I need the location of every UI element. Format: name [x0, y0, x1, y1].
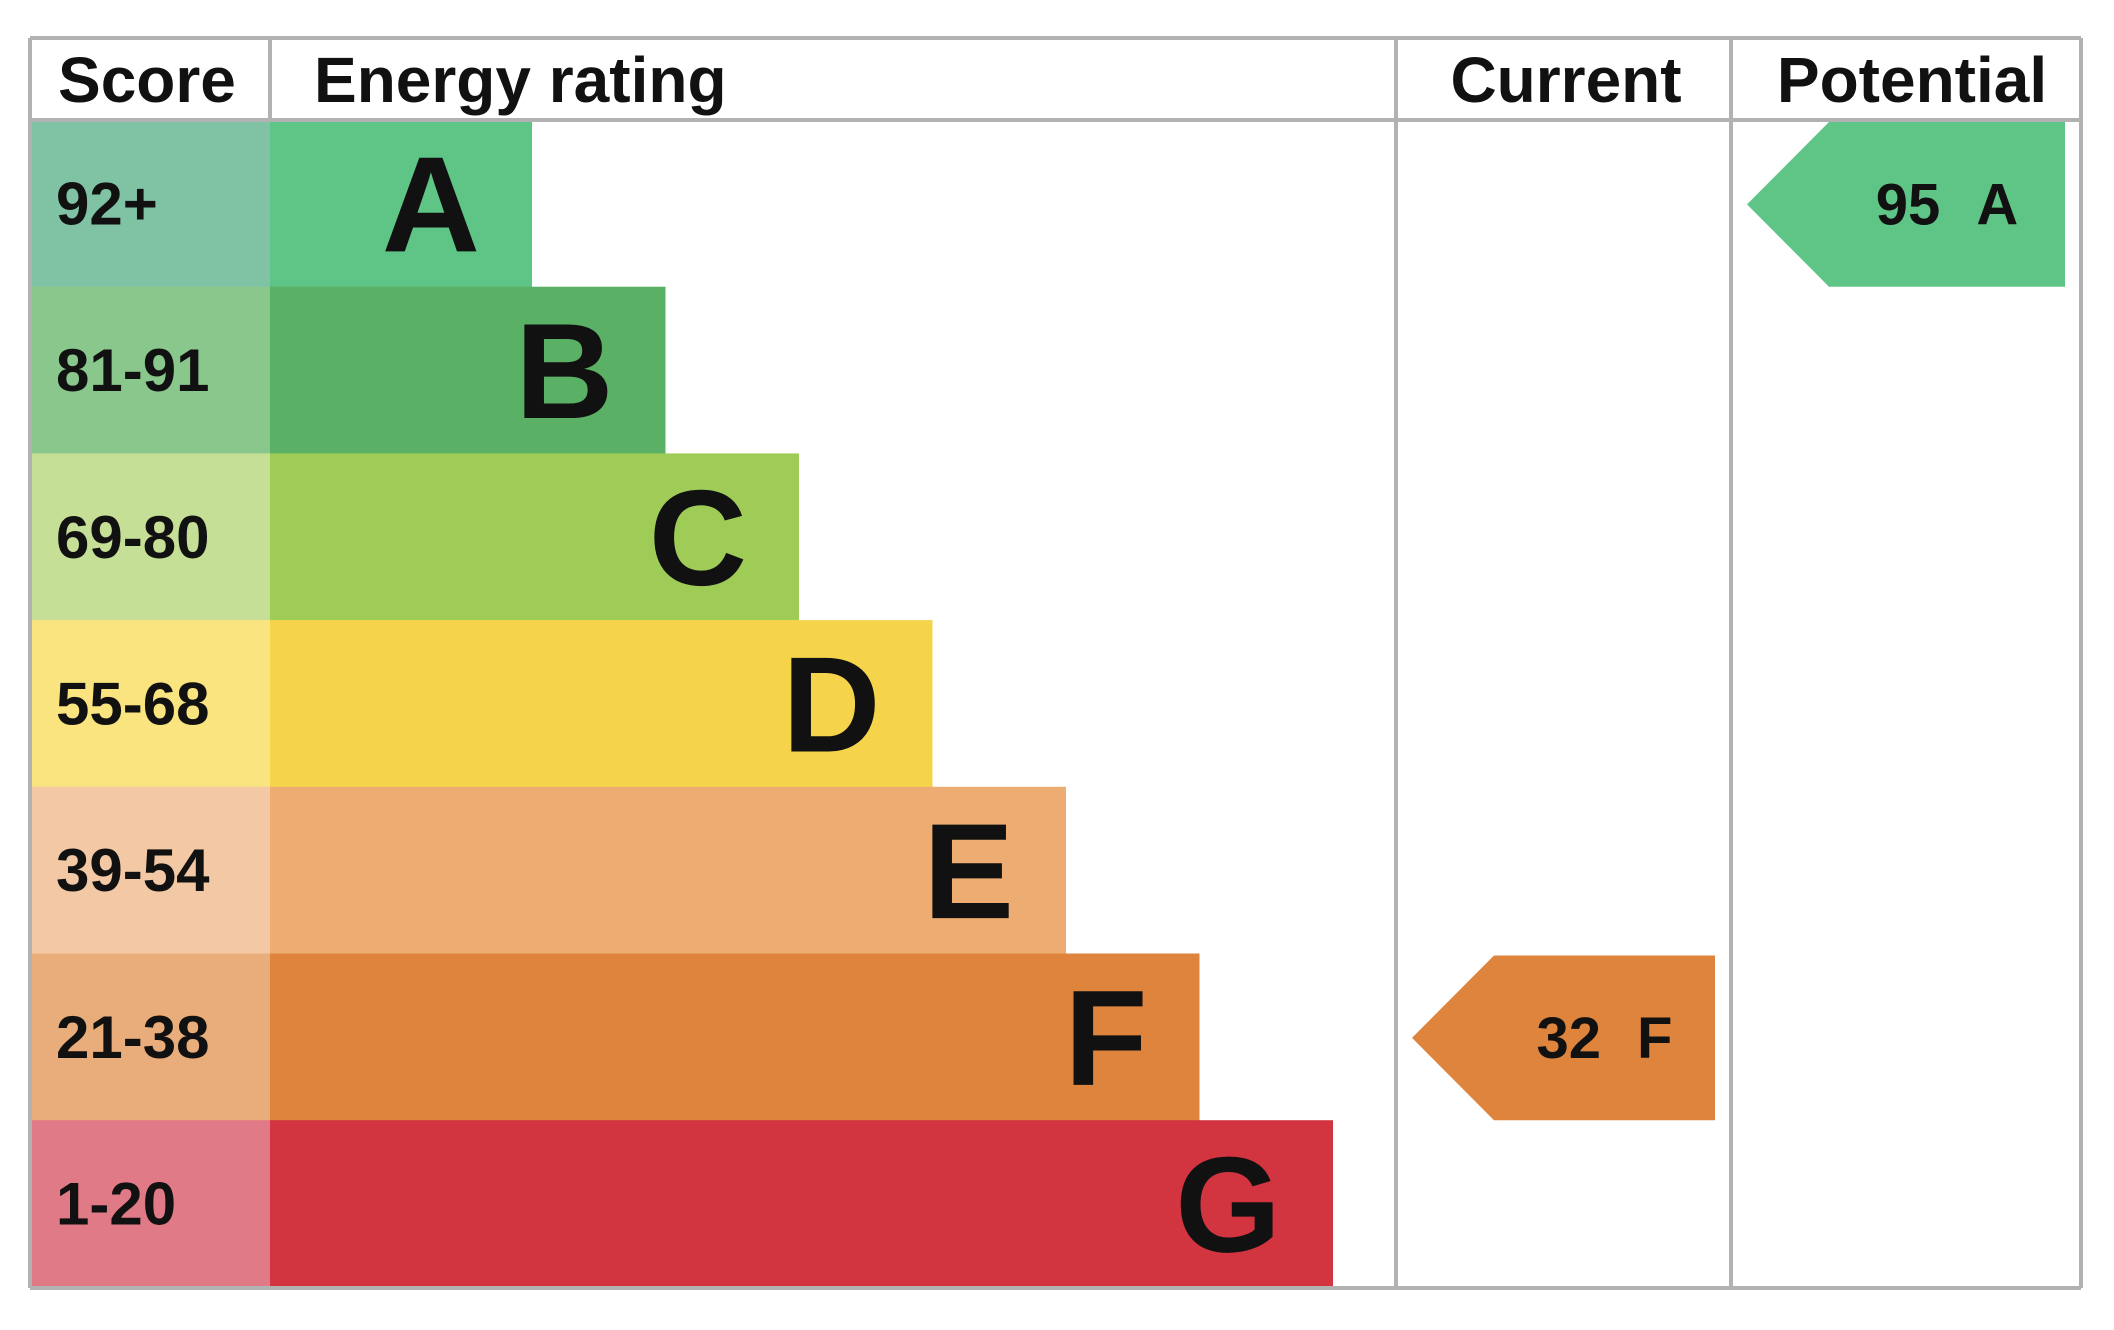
score-label-b: 81-91	[56, 337, 209, 404]
header-current: Current	[1450, 44, 1681, 116]
band-row-e: 39-54 E	[30, 786, 1066, 954]
score-cell-g	[30, 1120, 270, 1288]
score-cell-c	[30, 453, 270, 621]
score-cell-a	[30, 120, 270, 288]
band-letter-c: C	[649, 462, 747, 614]
band-bar-b	[270, 286, 666, 454]
band-row-g: 1-20 G	[30, 1120, 1333, 1288]
score-label-g: 1-20	[56, 1171, 176, 1238]
band-row-b: 81-91 B	[30, 286, 666, 454]
band-row-f: 21-38 F	[30, 953, 1200, 1121]
current-arrow-rating: F	[1637, 1006, 1672, 1071]
potential-arrow: 95 A	[1747, 122, 2065, 287]
current-arrow-value: 32	[1537, 1006, 1602, 1071]
header-potential: Potential	[1777, 44, 2047, 116]
header-energy-rating: Energy rating	[314, 44, 727, 116]
current-arrow-shape	[1412, 955, 1715, 1121]
band-letter-a: A	[382, 128, 480, 280]
band-bar-g	[270, 1120, 1333, 1288]
score-cell-e	[30, 786, 270, 954]
score-label-f: 21-38	[56, 1004, 209, 1071]
bands: 92+ A 81-91 B 69-80 C 55-68 D 39-54 E 21-38 F 1-20 G	[30, 120, 1333, 1288]
potential-arrow-value: 95	[1876, 172, 1941, 237]
score-cell-b	[30, 286, 270, 454]
band-bar-e	[270, 786, 1066, 954]
score-cell-d	[30, 620, 270, 788]
band-bar-a	[270, 120, 532, 288]
current-arrow-label: 32 F	[1537, 1006, 1673, 1071]
score-cell-f	[30, 953, 270, 1121]
band-row-c: 69-80 C	[30, 453, 799, 621]
potential-arrow-rating: A	[1976, 172, 2018, 237]
score-label-c: 69-80	[56, 504, 209, 571]
band-bar-c	[270, 453, 799, 621]
header-score: Score	[58, 44, 236, 116]
potential-arrow-shape	[1747, 122, 2065, 287]
grid-lines	[28, 36, 2083, 1290]
band-letter-g: G	[1175, 1129, 1281, 1281]
band-letter-b: B	[515, 295, 613, 447]
score-label-a: 92+	[56, 170, 158, 237]
score-label-e: 39-54	[56, 837, 210, 904]
band-letter-e: E	[923, 795, 1014, 947]
rating-arrows: 32 F 95 A	[1412, 122, 2065, 1121]
potential-arrow-label: 95 A	[1876, 172, 2018, 237]
band-row-d: 55-68 D	[30, 620, 933, 788]
band-letter-d: D	[782, 628, 880, 780]
band-bar-f	[270, 953, 1200, 1121]
current-arrow: 32 F	[1412, 955, 1715, 1121]
score-label-d: 55-68	[56, 670, 209, 737]
band-bar-d	[270, 620, 933, 788]
band-row-a: 92+ A	[30, 120, 532, 288]
band-letter-f: F	[1064, 962, 1147, 1114]
